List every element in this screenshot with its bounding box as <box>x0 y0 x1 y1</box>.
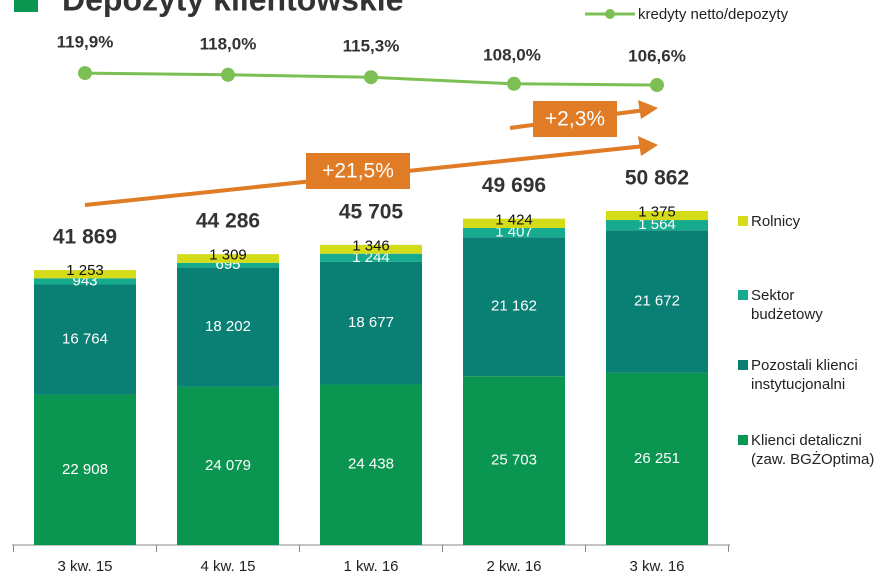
annotation: +2,3% <box>545 108 605 131</box>
total-label: 41 869 <box>53 226 117 249</box>
line-label: 115,3% <box>343 37 400 56</box>
bar-segment <box>320 253 422 262</box>
data-label: 1 375 <box>638 203 676 220</box>
data-label: 21 162 <box>491 298 537 315</box>
data-label: 24 438 <box>348 456 394 473</box>
bar-segment <box>177 386 279 545</box>
legend-swatch <box>738 435 748 445</box>
legend-label: Pozostali klienci instytucjonalni <box>751 357 858 393</box>
bar-segment <box>34 284 136 395</box>
bar-segment <box>463 376 565 545</box>
chart-title: Depozyty klientowskie <box>62 0 403 17</box>
bar-segment <box>463 228 565 238</box>
bar-segment <box>320 261 422 385</box>
x-tick-label: 1 kw. 16 <box>343 558 398 575</box>
legend-marker <box>605 9 615 19</box>
total-label: 50 862 <box>625 167 689 190</box>
line-label: 106,6% <box>628 47 686 66</box>
data-label: 24 079 <box>205 457 251 474</box>
total-label: 49 696 <box>482 174 546 197</box>
line-label: 118,0% <box>200 34 257 53</box>
data-label: 25 703 <box>491 452 537 469</box>
bar-segment <box>34 278 136 285</box>
x-tick-label: 2 kw. 16 <box>486 558 541 575</box>
total-label: 44 286 <box>196 210 260 233</box>
line-marker <box>364 70 378 85</box>
bar-segment <box>463 237 565 377</box>
bar-segment <box>177 262 279 268</box>
legend-item: Sektor budżetowy <box>738 286 888 324</box>
legend-label: Sektor budżetowy <box>751 287 823 323</box>
line-marker <box>78 66 92 81</box>
bar-segment <box>320 244 422 254</box>
bar-segment <box>177 267 279 387</box>
line-marker <box>507 76 521 91</box>
legend-label: kredyty netto/depozyty <box>638 6 789 23</box>
data-label: 18 202 <box>205 318 251 335</box>
legend-label: Rolnicy <box>751 213 801 230</box>
title-icon <box>14 0 38 12</box>
legend-item: Rolnicy <box>738 212 888 231</box>
data-label: 1 346 <box>352 237 390 254</box>
bar-segment <box>34 270 136 279</box>
line-label: 108,0% <box>483 45 541 64</box>
line-marker <box>221 67 235 82</box>
data-label: 21 672 <box>634 292 680 309</box>
data-label: 1 564 <box>638 216 676 233</box>
data-label: 22 908 <box>62 461 108 478</box>
x-tick-label: 3 kw. 15 <box>57 558 112 575</box>
data-label: 1 309 <box>209 246 247 263</box>
legend-swatch <box>738 360 748 370</box>
total-label: 45 705 <box>339 200 404 223</box>
bar-segment <box>177 254 279 263</box>
arrows <box>84 100 658 207</box>
bar-segment <box>606 230 708 373</box>
data-label: 26 251 <box>634 450 680 467</box>
line-label: 119,9% <box>57 33 114 52</box>
data-label: 1 424 <box>495 211 533 228</box>
bar-segment <box>606 372 708 545</box>
legend-label: Klienci detaliczni (zaw. BGŻOptima) <box>751 432 875 468</box>
line-marker <box>650 78 664 93</box>
x-tick-label: 3 kw. 16 <box>629 558 684 575</box>
legend-item: Pozostali klienci instytucjonalni <box>738 356 888 394</box>
bar-segment <box>320 384 422 545</box>
legend-swatch <box>738 290 748 300</box>
legend-item: Klienci detaliczni (zaw. BGŻOptima) <box>738 431 888 469</box>
annotation: +21,5% <box>322 160 394 183</box>
bar-segment <box>606 211 708 221</box>
x-tick-label: 4 kw. 15 <box>200 558 255 575</box>
data-label: 1 253 <box>66 262 104 279</box>
bar-segment <box>463 218 565 229</box>
data-label: 16 764 <box>62 330 108 347</box>
bar-segment <box>34 394 136 545</box>
data-label: 18 677 <box>348 314 394 331</box>
bar-segment <box>606 220 708 231</box>
legend-swatch <box>738 216 748 226</box>
